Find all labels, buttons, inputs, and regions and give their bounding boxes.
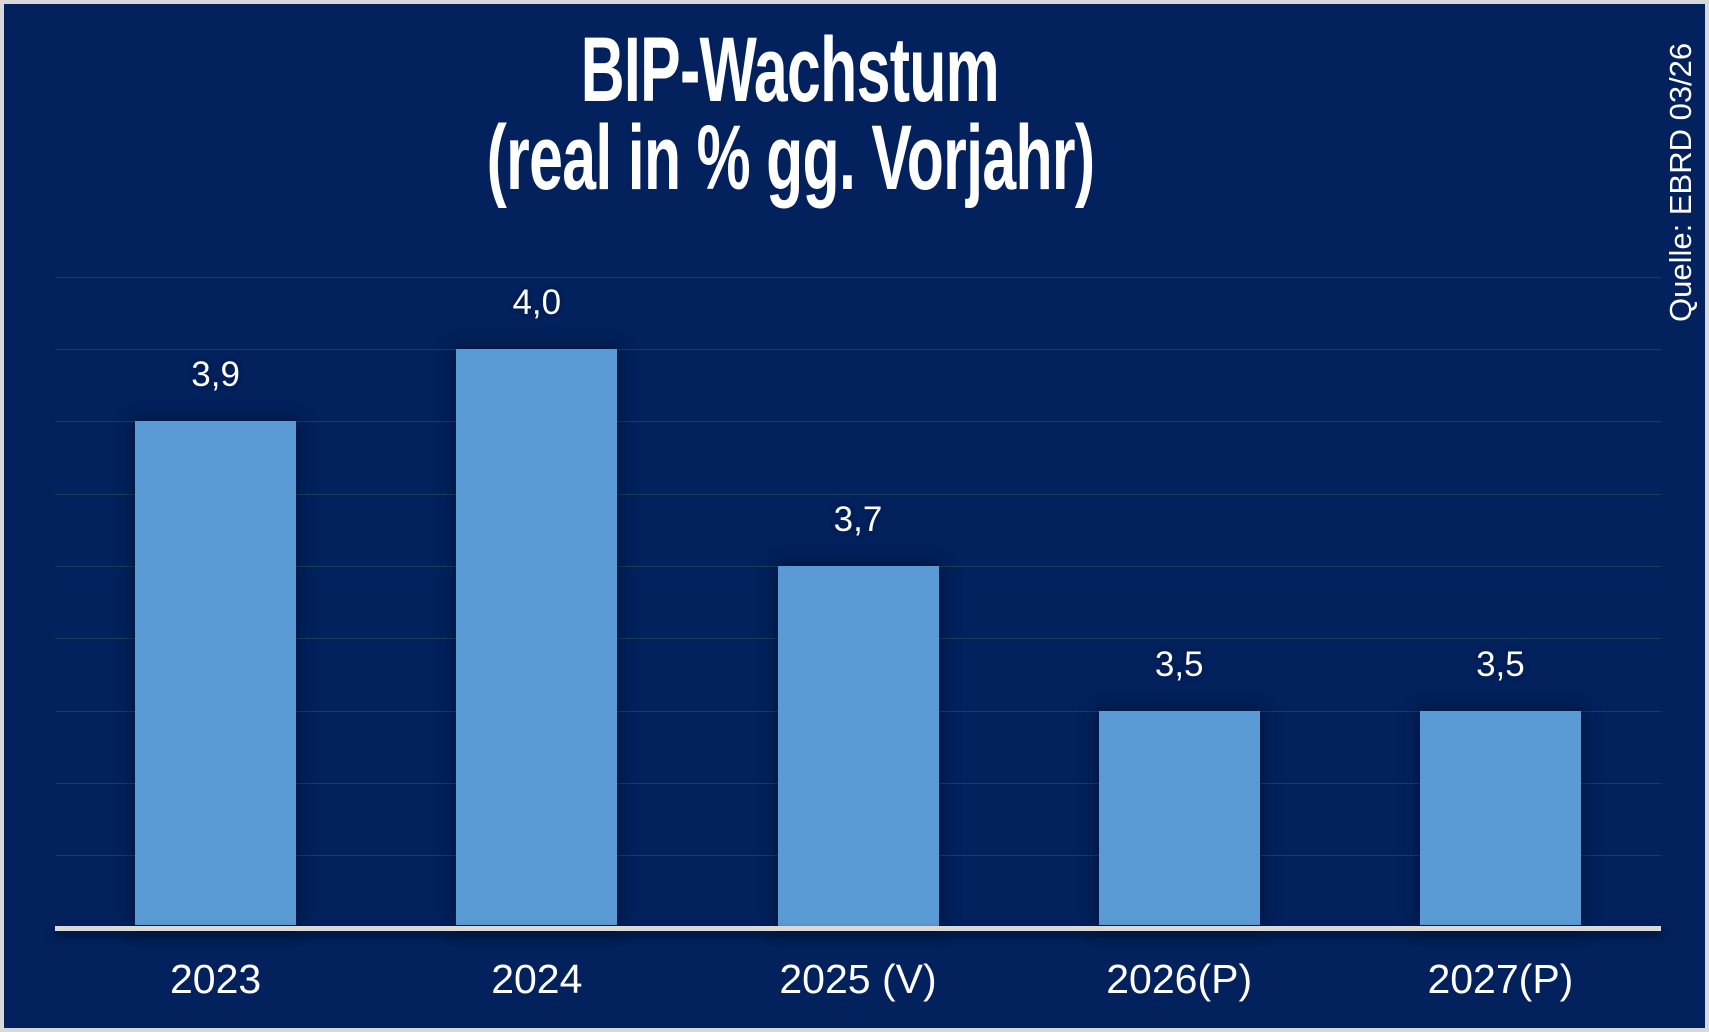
category-label: 2024 (491, 956, 583, 1002)
chart-title-line2: (real in % gg. Vorjahr) (486, 107, 1095, 209)
value-label: 3,7 (833, 500, 883, 539)
gridline (55, 349, 1661, 351)
category-label: 2023 (169, 956, 262, 1002)
value-label: 3,5 (1476, 644, 1525, 684)
value-label: 3,9 (191, 355, 240, 395)
value-label: 4,0 (512, 283, 562, 323)
bar-2026(P) (1098, 710, 1260, 926)
gridline (55, 493, 1661, 495)
chart-title: BIP-Wachstum (real in % gg. Vorjahr) (4, 19, 1576, 209)
bar-2024 (456, 349, 618, 926)
bar-2027(P) (1419, 710, 1581, 926)
value-label: 3,5 (1154, 644, 1204, 684)
gridline (55, 276, 1661, 278)
category-label: 2026(P) (1106, 956, 1253, 1002)
bar-2025 (V) (777, 566, 939, 926)
x-axis-line (55, 925, 1661, 931)
plot-area: 3,9 2023 4,0 2024 3,7 2025 (V) 3,5 2026(P) 3,5 20… (4, 4, 1705, 1028)
bar-2023 (135, 421, 297, 926)
category-label: 2027(P) (1427, 956, 1574, 1002)
chart-title-line1: BIP-Wachstum (580, 19, 1000, 121)
category-label: 2025 (V) (779, 956, 937, 1002)
gridline (55, 421, 1661, 423)
